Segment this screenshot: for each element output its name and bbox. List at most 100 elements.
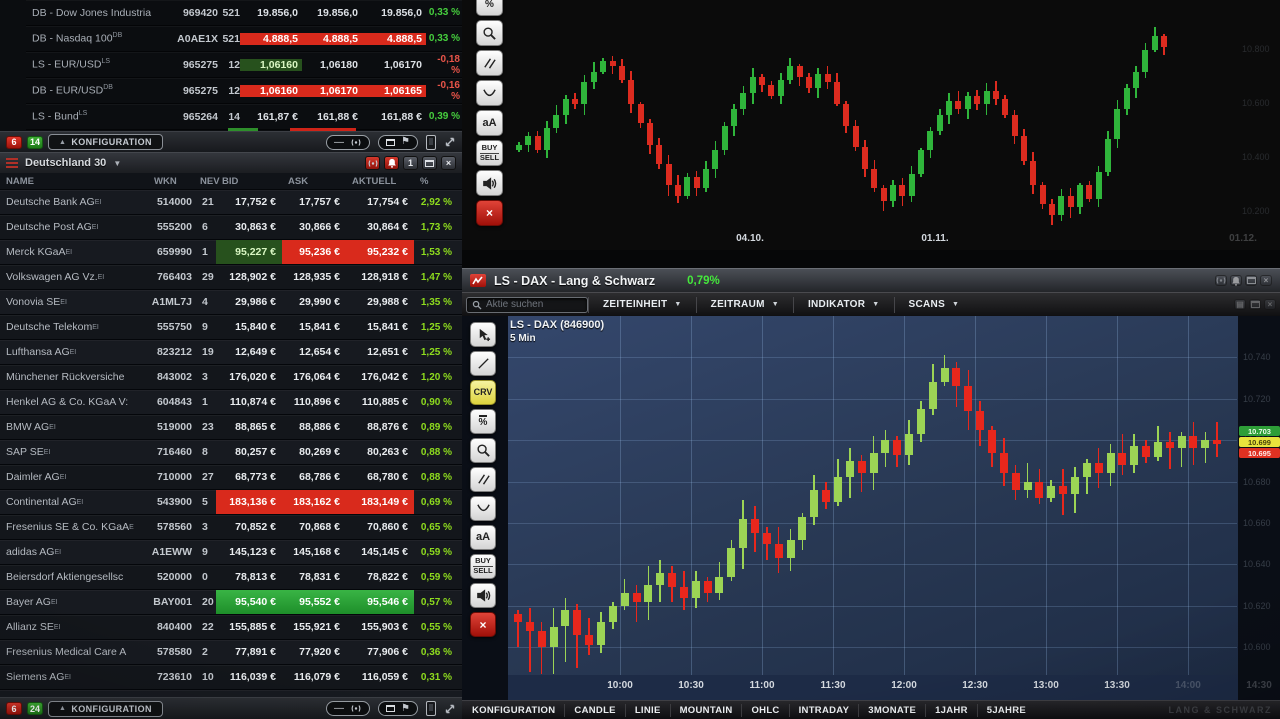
trend-line-button[interactable] <box>470 351 496 376</box>
menu-zeitraum[interactable]: ZEITRAUM ▼ <box>696 297 793 313</box>
percent-button[interactable]: % <box>476 0 503 16</box>
resize-diagonal-icon[interactable] <box>444 703 456 715</box>
col-bid[interactable]: BID <box>216 176 282 187</box>
table-row[interactable]: Deutsche Post AGEI555200630,863 €30,866 … <box>0 215 462 240</box>
popout-button[interactable] <box>422 156 437 170</box>
page-one-button[interactable]: 1 <box>403 156 418 170</box>
col-aktuell[interactable]: AKTUELL <box>346 176 414 187</box>
alert-badge-green[interactable]: 14 <box>27 136 43 149</box>
table-row[interactable]: Fresenius Medical Care A578580277,891 €7… <box>0 640 462 665</box>
curve-button[interactable] <box>476 80 503 106</box>
bottom-menu-3monate[interactable]: 3MONATE <box>858 704 925 717</box>
layout-icon[interactable] <box>1249 299 1261 310</box>
crv-button[interactable]: CRV <box>470 380 496 405</box>
table-row[interactable]: adidas AGEIA1EWW9145,123 €145,168 €145,1… <box>0 540 462 565</box>
bottom-menu-ohlc[interactable]: OHLC <box>741 704 788 717</box>
watchlist-row[interactable]: LS - BundLS96526414161,87 €161,88 €161,8… <box>26 104 462 130</box>
table-row[interactable]: Beiersdorf Aktiengesellsc520000078,813 €… <box>0 565 462 590</box>
close-button[interactable]: × <box>1264 299 1276 310</box>
konfiguration-tab[interactable]: ▲ KONFIGURATION <box>48 701 163 717</box>
menu-scans[interactable]: SCANS ▼ <box>894 297 974 313</box>
watchlist-row[interactable]: LS - EUR/USDLS965275121,061601,061801,06… <box>26 52 462 78</box>
menu-burger-icon[interactable] <box>6 158 18 168</box>
col-name[interactable]: NAME <box>0 176 148 187</box>
close-button[interactable]: × <box>470 612 496 637</box>
pointer-add-button[interactable] <box>470 322 496 347</box>
phone-icon[interactable] <box>426 701 436 716</box>
table-row[interactable]: Vonovia SEEIA1ML7J429,986 €29,990 €29,98… <box>0 290 462 315</box>
table-row[interactable]: Fresenius SE & Co. KGaAE578560370,852 €7… <box>0 515 462 540</box>
main-chart-plot-area[interactable]: LS - DAX (846900) 5 Min CRV%aABUYSELL× <box>462 316 1280 700</box>
stocks-panel-header[interactable]: Deutschland 30 ▼ 1 × <box>0 152 462 173</box>
table-row[interactable]: Continental AGEI5439005183,136 €183,162 … <box>0 490 462 515</box>
mute-signal-control[interactable]: — <box>326 701 370 716</box>
bottom-menu-1jahr[interactable]: 1JAHR <box>925 704 977 717</box>
calendar-icon[interactable]: ▤ <box>1234 299 1246 310</box>
alert-badge-green[interactable]: 24 <box>27 702 43 715</box>
window-icon <box>425 160 434 167</box>
konfiguration-tab[interactable]: ▲ KONFIGURATION <box>48 134 163 150</box>
table-row[interactable]: Münchener Rückversiche8430023176,020 €17… <box>0 365 462 390</box>
bottom-menu-konfiguration[interactable]: KONFIGURATION <box>470 704 564 717</box>
zoom-button[interactable] <box>470 438 496 463</box>
watchlist-row[interactable]: DB - Dow Jones Industria96942052119.856,… <box>26 0 462 26</box>
sound-button[interactable] <box>470 583 496 608</box>
alert-badge-red[interactable]: 6 <box>6 702 22 715</box>
chevron-down-icon[interactable]: ▼ <box>113 159 121 168</box>
buy-sell-button[interactable]: BUYSELL <box>470 554 496 579</box>
bottom-menu-linie[interactable]: LINIE <box>625 704 670 717</box>
bottom-menu-mountain[interactable]: MOUNTAIN <box>670 704 742 717</box>
col-wkn[interactable]: WKN <box>148 176 194 187</box>
curve-button[interactable] <box>470 496 496 521</box>
overview-chart-panel: %aABUYSELL× KONFIGURATION LANG & SCHWARZ… <box>462 0 1280 250</box>
stock-search-input[interactable]: Aktie suchen <box>466 297 588 313</box>
table-row[interactable]: 581005675,391 €75,376 €75,349 €0,29 % <box>0 690 462 697</box>
bell-button[interactable] <box>384 156 399 170</box>
table-row[interactable]: Volkswagen AG Vz.EI76640329128,902 €128,… <box>0 265 462 290</box>
col-pct[interactable]: % <box>414 176 455 187</box>
signal-button[interactable] <box>365 156 380 170</box>
table-row[interactable]: Allianz SEEI84040022155,885 €155,921 €15… <box>0 615 462 640</box>
parallel-lines-button[interactable] <box>470 467 496 492</box>
menu-indikator[interactable]: INDIKATOR ▼ <box>793 297 894 313</box>
table-row[interactable]: Lufthansa AGEI8232121912,649 €12,654 €12… <box>0 340 462 365</box>
col-ask[interactable]: ASK <box>282 176 346 187</box>
flag-control[interactable]: ⚑ <box>378 701 418 716</box>
signal-button[interactable] <box>1215 275 1227 286</box>
bottom-menu-candle[interactable]: CANDLE <box>564 704 624 717</box>
popout-button[interactable] <box>1245 275 1257 286</box>
table-row[interactable]: BMW AGEI5190002388,865 €88,886 €88,876 €… <box>0 415 462 440</box>
sound-button[interactable] <box>476 170 503 196</box>
table-row[interactable]: Deutsche TelekomEI555750915,840 €15,841 … <box>0 315 462 340</box>
menu-zeiteinheit[interactable]: ZEITEINHEIT ▼ <box>588 297 696 313</box>
table-row[interactable]: Deutsche Bank AGEI5140002117,752 €17,757… <box>0 190 462 215</box>
percent-button[interactable]: % <box>470 409 496 434</box>
table-row[interactable]: Bayer AGEIBAY0012095,540 €95,552 €95,546… <box>0 590 462 615</box>
alert-badge-red[interactable]: 6 <box>6 136 22 149</box>
table-row[interactable]: SAP SEEI716460880,257 €80,269 €80,263 €0… <box>0 440 462 465</box>
zoom-button[interactable] <box>476 20 503 46</box>
table-row[interactable]: Siemens AGEI72361010116,039 €116,079 €11… <box>0 665 462 690</box>
table-row[interactable]: Merck KGaAEI659990195,227 €95,236 €95,23… <box>0 240 462 265</box>
close-button[interactable]: × <box>441 156 456 170</box>
table-row[interactable]: Henkel AG & Co. KGaA V:6048431110,874 €1… <box>0 390 462 415</box>
mute-signal-control[interactable]: — <box>326 135 370 150</box>
col-nev[interactable]: NEV <box>194 176 216 187</box>
text-size-button[interactable]: aA <box>470 525 496 550</box>
flag-control[interactable]: ⚑ <box>378 135 418 150</box>
main-chart-titlebar[interactable]: LS - DAX - Lang & Schwarz 0,79% × <box>462 268 1280 292</box>
chevron-down-icon: ▼ <box>952 301 959 308</box>
buy-sell-button[interactable]: BUYSELL <box>476 140 503 166</box>
close-button[interactable]: × <box>1260 275 1272 286</box>
bottom-menu-intraday[interactable]: INTRADAY <box>789 704 859 717</box>
watchlist-row[interactable]: DB - Nasdaq 100DBA0AE1X5214.888,54.888,5… <box>26 26 462 52</box>
table-row[interactable]: Daimler AGEI7100002768,773 €68,786 €68,7… <box>0 465 462 490</box>
phone-icon[interactable] <box>426 135 436 150</box>
bell-button[interactable] <box>1230 275 1242 286</box>
parallel-lines-button[interactable] <box>476 50 503 76</box>
text-size-button[interactable]: aA <box>476 110 503 136</box>
bottom-menu-5jahre[interactable]: 5JAHRE <box>977 704 1035 717</box>
resize-diagonal-icon[interactable] <box>444 136 456 148</box>
close-button[interactable]: × <box>476 200 503 226</box>
watchlist-row[interactable]: DB - EUR/USDDB965275121,061601,061701,06… <box>26 78 462 104</box>
